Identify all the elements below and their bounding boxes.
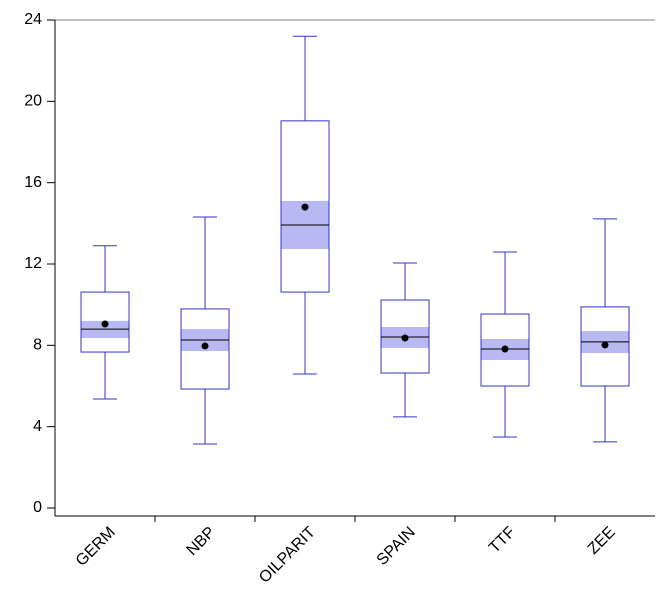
- x-tick-label: SPAIN: [374, 524, 419, 569]
- mean: [302, 204, 309, 211]
- mean: [102, 320, 109, 327]
- y-tick-label: 0: [33, 499, 42, 516]
- y-tick-label: 24: [24, 11, 42, 28]
- x-tick-label: TTF: [486, 524, 519, 557]
- y-tick-label: 16: [24, 174, 42, 191]
- mean: [402, 335, 409, 342]
- x-tick-label: NBP: [184, 524, 219, 559]
- chart: 0 4 8 12 16 20 24 GERM NBP OILPARIT SPAIN TTF ZEE: [0, 0, 656, 608]
- x-tick-label: ZEE: [585, 524, 619, 558]
- mean: [502, 345, 509, 352]
- mean: [202, 342, 209, 349]
- x-tick-label: OILPARIT: [256, 524, 319, 587]
- y-tick-label: 4: [33, 418, 42, 435]
- y-tick-label: 8: [33, 337, 42, 354]
- y-tick-label: 12: [24, 255, 42, 272]
- mean: [602, 341, 609, 348]
- x-tick-label: GERM: [73, 524, 119, 570]
- y-tick-label: 20: [24, 93, 42, 110]
